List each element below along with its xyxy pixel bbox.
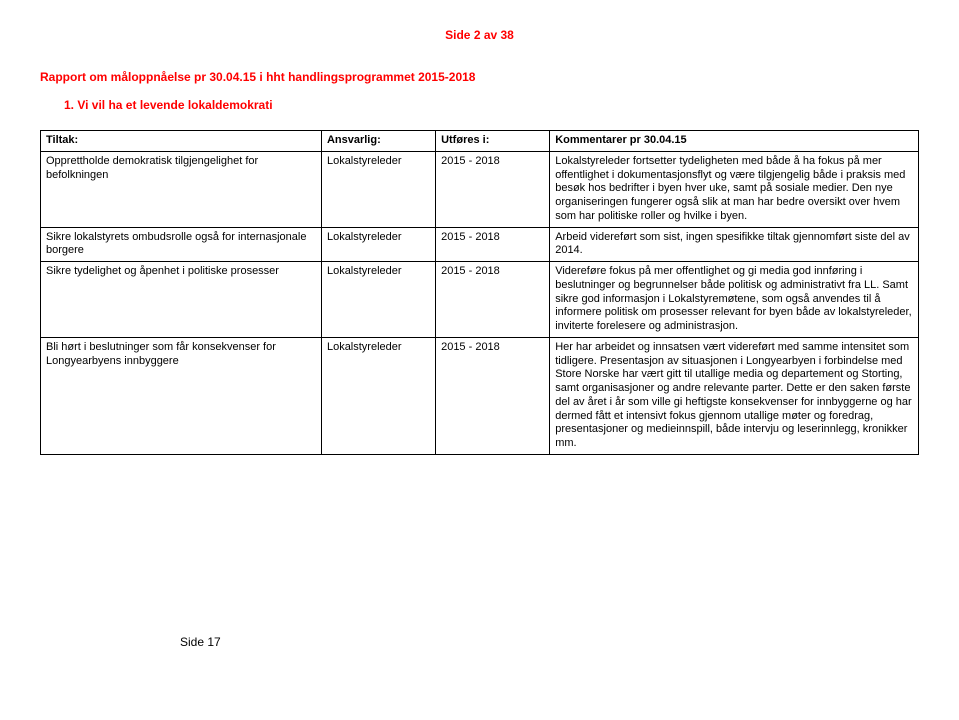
page-footer: Side 17 — [180, 635, 919, 649]
cell-ansvarlig: Lokalstyreleder — [321, 227, 435, 262]
col-ansvarlig: Ansvarlig: — [321, 131, 435, 152]
cell-utfores: 2015 - 2018 — [436, 337, 550, 454]
col-kommentar: Kommentarer pr 30.04.15 — [550, 131, 919, 152]
cell-ansvarlig: Lokalstyreleder — [321, 337, 435, 454]
table-row: Sikre tydelighet og åpenhet i politiske … — [41, 262, 919, 338]
cell-tiltak: Sikre tydelighet og åpenhet i politiske … — [41, 262, 322, 338]
cell-kommentar: Her har arbeidet og innsatsen vært vider… — [550, 337, 919, 454]
cell-tiltak: Bli hørt i beslutninger som får konsekve… — [41, 337, 322, 454]
cell-tiltak: Opprettholde demokratisk tilgjengelighet… — [41, 151, 322, 227]
table-row: Sikre lokalstyrets ombudsrolle også for … — [41, 227, 919, 262]
col-utfores: Utføres i: — [436, 131, 550, 152]
cell-utfores: 2015 - 2018 — [436, 262, 550, 338]
col-tiltak: Tiltak: — [41, 131, 322, 152]
tiltak-table: Tiltak: Ansvarlig: Utføres i: Kommentare… — [40, 130, 919, 455]
table-row: Bli hørt i beslutninger som får konsekve… — [41, 337, 919, 454]
cell-utfores: 2015 - 2018 — [436, 151, 550, 227]
section-title: 1. Vi vil ha et levende lokaldemokrati — [64, 98, 919, 112]
table-header-row: Tiltak: Ansvarlig: Utføres i: Kommentare… — [41, 131, 919, 152]
cell-kommentar: Lokalstyreleder fortsetter tydeligheten … — [550, 151, 919, 227]
cell-ansvarlig: Lokalstyreleder — [321, 151, 435, 227]
cell-utfores: 2015 - 2018 — [436, 227, 550, 262]
report-title: Rapport om måloppnåelse pr 30.04.15 i hh… — [40, 70, 919, 84]
cell-tiltak: Sikre lokalstyrets ombudsrolle også for … — [41, 227, 322, 262]
cell-kommentar: Videreføre fokus på mer offentlighet og … — [550, 262, 919, 338]
cell-kommentar: Arbeid videreført som sist, ingen spesif… — [550, 227, 919, 262]
cell-ansvarlig: Lokalstyreleder — [321, 262, 435, 338]
page-number-header: Side 2 av 38 — [40, 28, 919, 42]
table-row: Opprettholde demokratisk tilgjengelighet… — [41, 151, 919, 227]
